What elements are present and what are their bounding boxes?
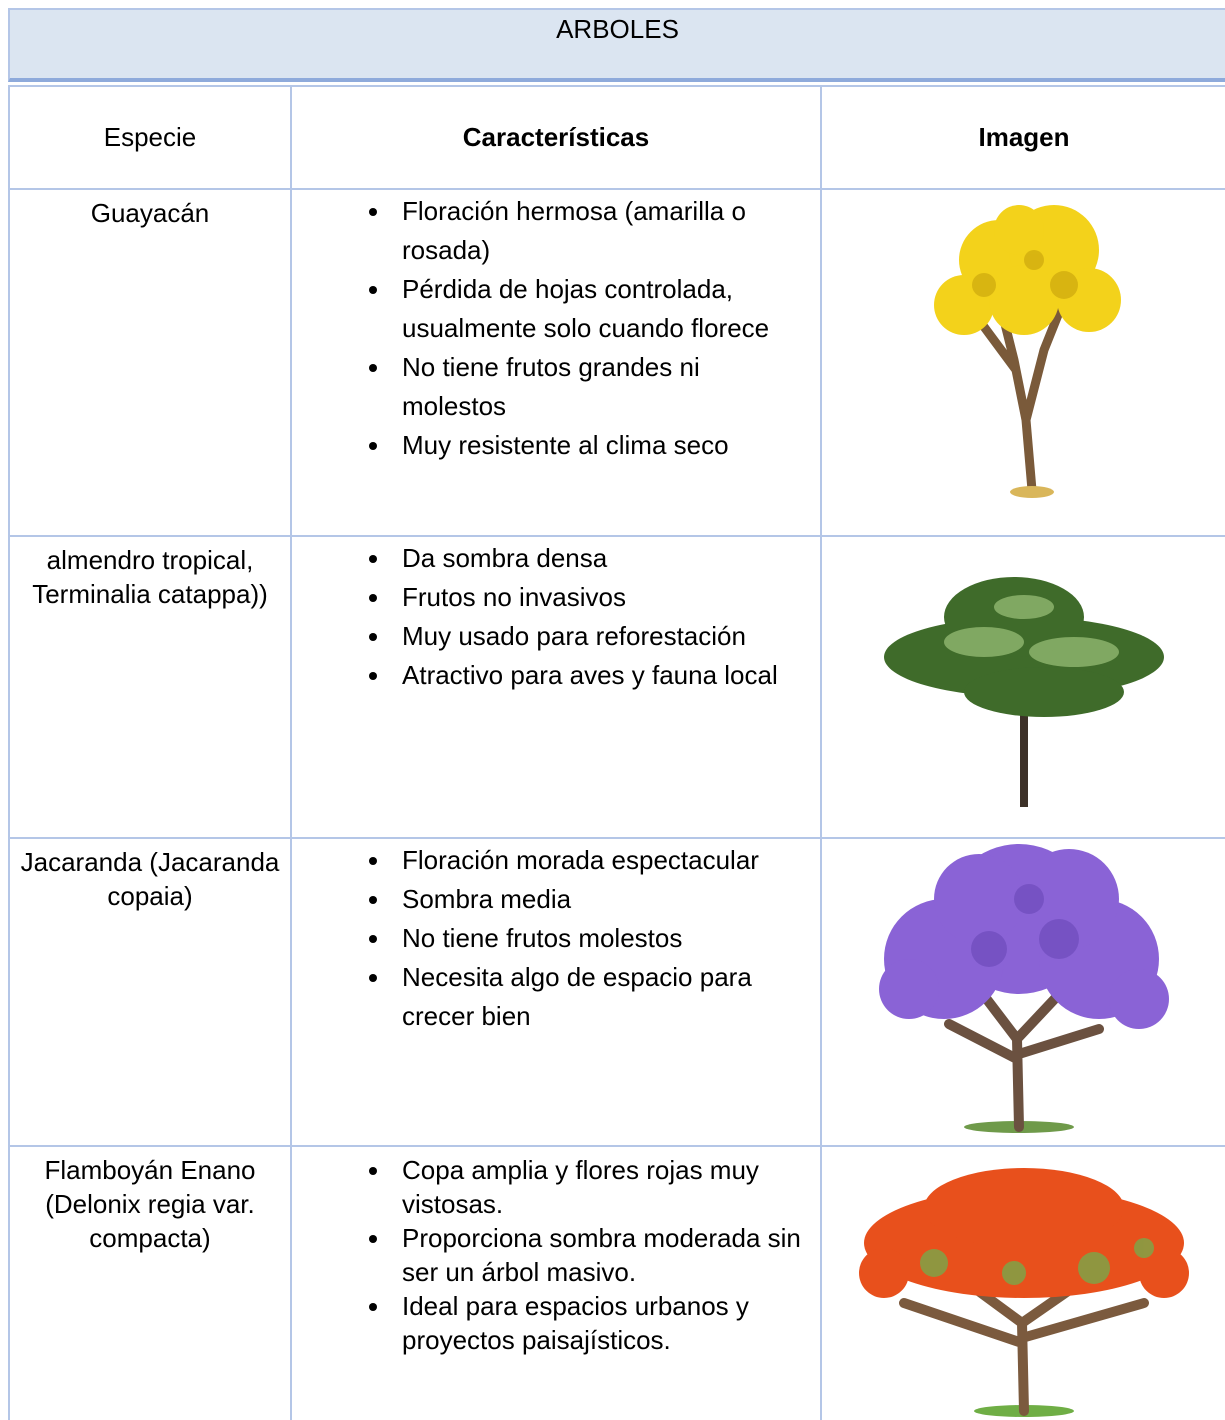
feature: Proporciona sombra moderada sin ser un á…: [392, 1221, 810, 1289]
feature: No tiene frutos grandes ni molestos: [392, 348, 810, 426]
feature: Ideal para espacios urbanos y proyectos …: [392, 1289, 810, 1357]
table-title: ARBOLES: [8, 8, 1225, 82]
row: almendro tropical, Terminalia catappa)) …: [8, 535, 1225, 839]
feature: Pérdida de hojas controlada, usualmente …: [392, 270, 810, 348]
features-cell: Da sombra densa Frutos no invasivos Muy …: [290, 535, 822, 839]
image-cell: [820, 535, 1225, 839]
feature: Muy resistente al clima seco: [392, 426, 810, 465]
species: Flamboyán Enano (Delonix regia var. comp…: [8, 1145, 292, 1420]
tree-table: Especie Características Imagen Guayacán …: [8, 85, 1225, 1420]
species: almendro tropical, Terminalia catappa)): [8, 535, 292, 839]
feature: Sombra media: [392, 880, 810, 919]
row: Jacaranda (Jacaranda copaia) Floración m…: [8, 837, 1225, 1147]
image-cell: [820, 188, 1225, 537]
feature-list: Floración morada espectacular Sombra med…: [292, 839, 820, 1036]
feature: Muy usado para reforestación: [392, 617, 810, 656]
column-header: Características: [290, 85, 822, 190]
feature: Necesita algo de espacio para crecer bie…: [392, 958, 810, 1036]
feature: Floración hermosa (amarilla o rosada): [392, 192, 810, 270]
species: Jacaranda (Jacaranda copaia): [8, 837, 292, 1147]
image-cell: [820, 1145, 1225, 1420]
tree-image: [879, 844, 1169, 1133]
species: Guayacán: [8, 188, 292, 537]
feature: Floración morada espectacular: [392, 841, 810, 880]
tree-image: [934, 205, 1121, 498]
column-header: Imagen: [820, 85, 1225, 190]
row: Guayacán Floración hermosa (amarilla o r…: [8, 188, 1225, 537]
feature: No tiene frutos molestos: [392, 919, 810, 958]
features-cell: Copa amplia y flores rojas muy vistosas.…: [290, 1145, 822, 1420]
header-row: Especie Características Imagen: [8, 85, 1225, 190]
features-cell: Floración hermosa (amarilla o rosada) Pé…: [290, 188, 822, 537]
features-cell: Floración morada espectacular Sombra med…: [290, 837, 822, 1147]
feature: Da sombra densa: [392, 539, 810, 578]
row: Flamboyán Enano (Delonix regia var. comp…: [8, 1145, 1225, 1420]
feature: Frutos no invasivos: [392, 578, 810, 617]
tree-image: [859, 1168, 1189, 1417]
tree-image: [884, 577, 1164, 807]
feature-list: Da sombra densa Frutos no invasivos Muy …: [292, 537, 820, 695]
feature-list: Floración hermosa (amarilla o rosada) Pé…: [292, 190, 820, 465]
feature: Copa amplia y flores rojas muy vistosas.: [392, 1153, 810, 1221]
feature: Atractivo para aves y fauna local: [392, 656, 810, 695]
feature-list: Copa amplia y flores rojas muy vistosas.…: [292, 1147, 820, 1357]
column-header: Especie: [8, 85, 292, 190]
image-cell: [820, 837, 1225, 1147]
